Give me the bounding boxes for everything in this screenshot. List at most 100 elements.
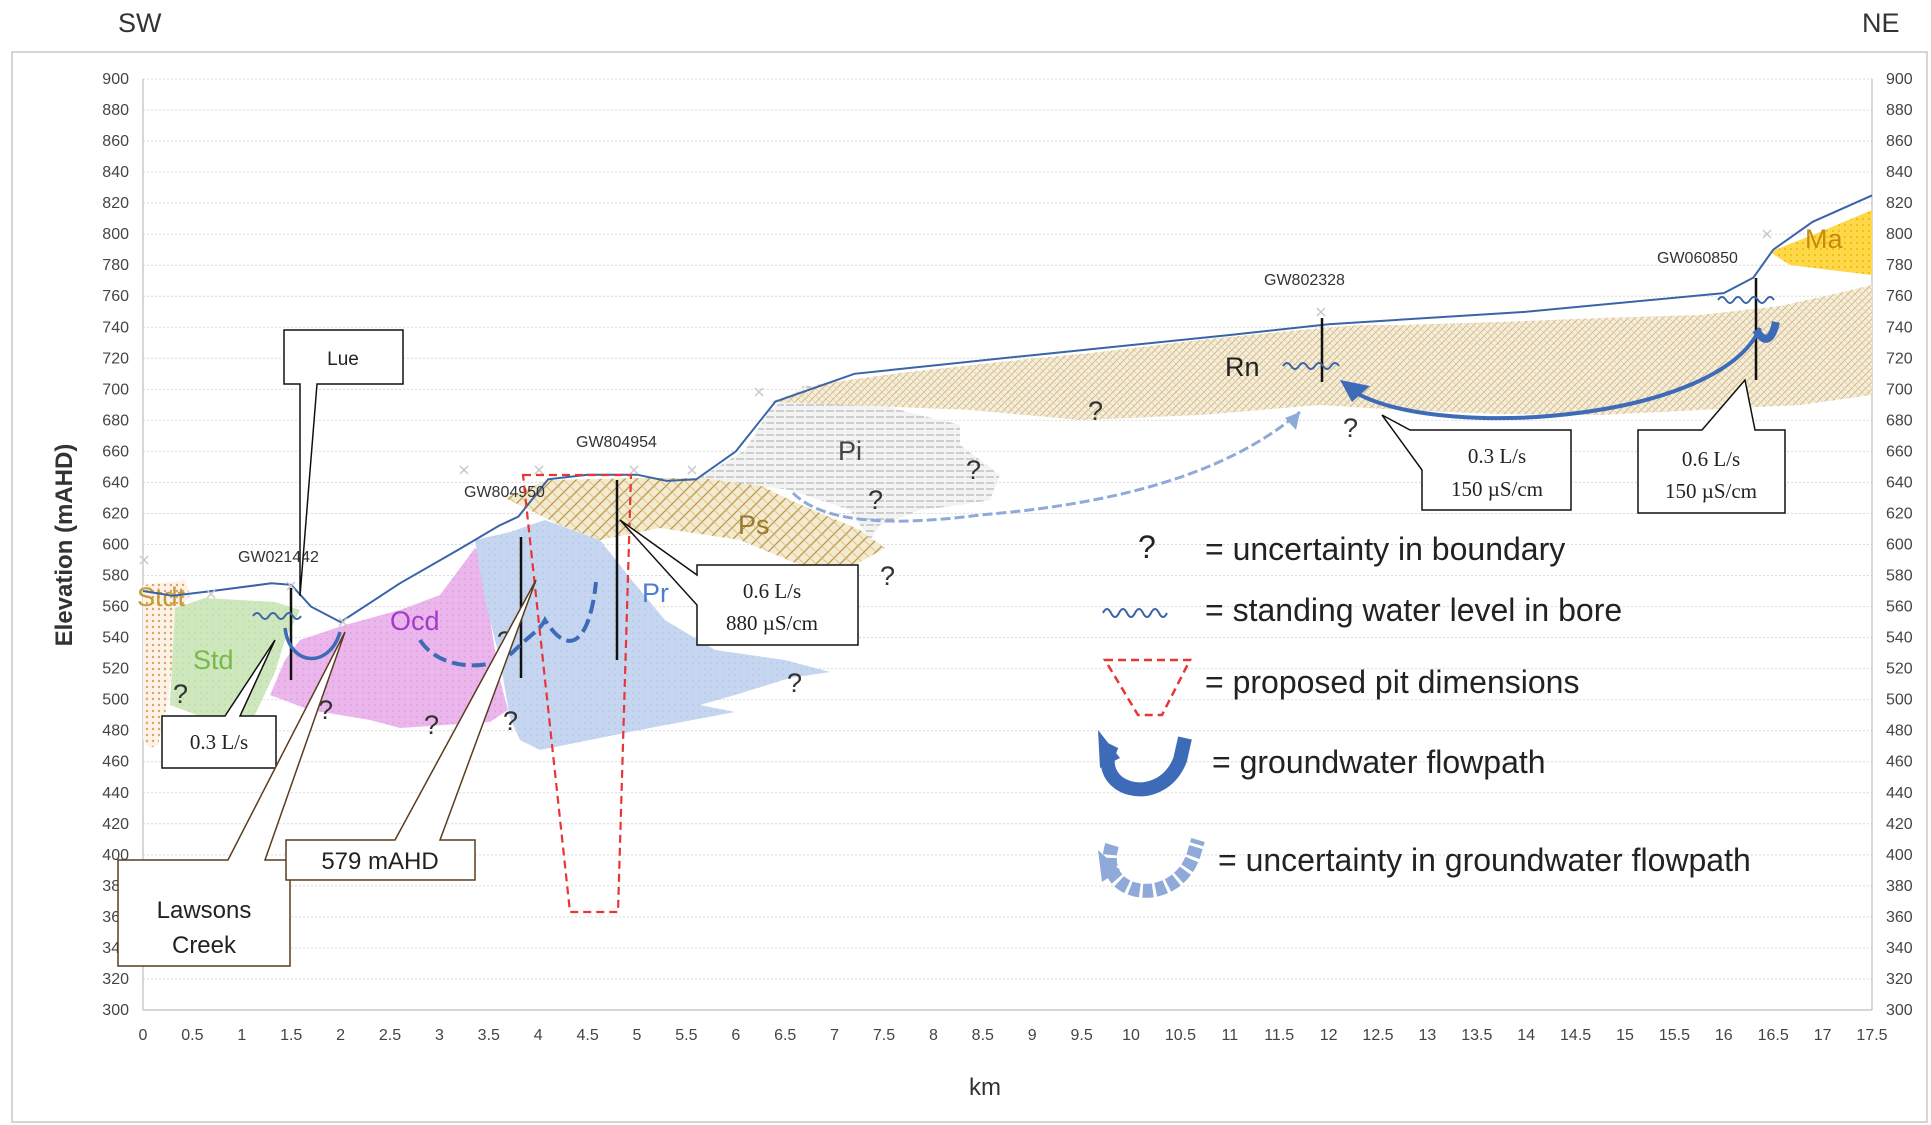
callout-q-gw804954-line1: 0.6 L/s — [743, 579, 801, 603]
y-tick-label-right: 520 — [1886, 661, 1913, 678]
x-tick-label: 7 — [830, 1027, 839, 1044]
y-tick-label-right: 680 — [1886, 412, 1913, 429]
x-tick-label: 13 — [1419, 1027, 1437, 1044]
y-tick-label-right: 480 — [1886, 723, 1913, 740]
bore-label-gw060850: GW060850 — [1657, 250, 1738, 267]
flowpath-lawsons — [283, 627, 342, 661]
legend-flow-arrowhead — [1098, 730, 1120, 768]
x-tick-label: 5 — [633, 1027, 642, 1044]
callout-q-gw802328-box — [1381, 414, 1572, 511]
y-tick-label-left: 640 — [102, 474, 129, 491]
y-tick-label-right: 740 — [1886, 319, 1913, 336]
callout-lawsons-creek-line2: Creek — [172, 932, 237, 959]
unit-ma-area — [1770, 210, 1872, 275]
x-tick-label: 9 — [1028, 1027, 1037, 1044]
y-tick-label-right: 900 — [1886, 71, 1913, 88]
x-tick-label: 6 — [731, 1027, 740, 1044]
unit-label-stdt: Stdt — [137, 582, 186, 612]
y-tick-label-right: 360 — [1886, 909, 1913, 926]
flowpath-rn-arrowhead — [1340, 380, 1370, 402]
unit-label-ma: Ma — [1805, 224, 1843, 254]
x-tick-label: 17.5 — [1856, 1027, 1887, 1044]
y-tick-label-right: 760 — [1886, 288, 1913, 305]
y-tick-label-right: 400 — [1886, 847, 1913, 864]
x-tick-label: 1 — [237, 1027, 246, 1044]
x-tick-label: 15 — [1616, 1027, 1634, 1044]
y-tick-label-left: 580 — [102, 568, 129, 585]
y-tick-label-left: 300 — [102, 1002, 129, 1019]
y-tick-label-left: 660 — [102, 443, 129, 460]
y-axis-left-tick-labels: 3003203403603804004204404604805005205405… — [102, 71, 129, 1019]
x-tick-label: 10.5 — [1165, 1027, 1196, 1044]
question-mark: ? — [1343, 413, 1358, 443]
y-tick-label-left: 700 — [102, 381, 129, 398]
y-tick-label-right: 860 — [1886, 133, 1913, 150]
unit-stdt-area — [143, 580, 190, 748]
x-tick-label: 0 — [139, 1027, 148, 1044]
x-tick-label: 8 — [929, 1027, 938, 1044]
y-tick-label-left: 500 — [102, 692, 129, 709]
direction-label-ne: NE — [1862, 8, 1900, 38]
x-tick-label: 4 — [534, 1027, 543, 1044]
x-tick-label: 17 — [1814, 1027, 1832, 1044]
bore-label-gw804950: GW804950 — [464, 484, 545, 501]
y-tick-label-right: 500 — [1886, 692, 1913, 709]
legend-flow-label: = groundwater flowpath — [1212, 744, 1546, 780]
unit-label-rn: Rn — [1225, 352, 1260, 382]
surface-point-markers — [139, 229, 1772, 627]
unit-pr-area — [475, 520, 830, 750]
unit-label-pr: Pr — [642, 578, 669, 608]
callout-q-gw802328-line1: 0.3 L/s — [1468, 444, 1526, 468]
y-tick-label-left: 780 — [102, 257, 129, 274]
legend-pit-symbol — [1102, 658, 1193, 717]
y-tick-label-right: 300 — [1886, 1002, 1913, 1019]
y-tick-label-right: 700 — [1886, 381, 1913, 398]
x-tick-label: 12 — [1320, 1027, 1338, 1044]
y-tick-label-right: 880 — [1886, 102, 1913, 119]
y-tick-label-left: 860 — [102, 133, 129, 150]
legend-pit-label: = proposed pit dimensions — [1205, 664, 1579, 700]
x-tick-label: 14 — [1517, 1027, 1535, 1044]
y-tick-label-right: 440 — [1886, 785, 1913, 802]
callout-lue-box — [283, 329, 404, 597]
legend: ? = uncertainty in boundary = standing w… — [1098, 529, 1751, 898]
y-tick-label-left: 540 — [102, 630, 129, 647]
callout-579-box — [285, 579, 537, 881]
unit-label-std: Std — [193, 645, 234, 675]
flowpath-rn — [1346, 327, 1762, 420]
question-mark: ? — [318, 695, 333, 725]
y-tick-label-left: 620 — [102, 505, 129, 522]
x-tick-label: 4.5 — [576, 1027, 598, 1044]
y-tick-label-left: 800 — [102, 226, 129, 243]
question-mark: ? — [503, 706, 518, 736]
question-mark: ? — [424, 710, 439, 740]
callout-lawsons-creek-line1: Lawsons — [157, 897, 252, 924]
y-tick-label-right: 320 — [1886, 971, 1913, 988]
x-tick-label: 10 — [1122, 1027, 1140, 1044]
callout-q-gw021442-text: 0.3 L/s — [190, 730, 248, 754]
y-tick-label-right: 340 — [1886, 940, 1913, 957]
flowpath-ma — [1752, 321, 1780, 343]
question-mark: ? — [880, 561, 895, 591]
y-tick-label-right: 660 — [1886, 443, 1913, 460]
bore-label-gw802328: GW802328 — [1264, 272, 1345, 289]
callout-lawsons-creek-box — [117, 631, 346, 967]
y-tick-label-left: 560 — [102, 599, 129, 616]
figure-frame — [11, 51, 1928, 1123]
direction-label-sw: SW — [118, 8, 162, 38]
y-tick-label-left: 720 — [102, 350, 129, 367]
y-tick-label-right: 800 — [1886, 226, 1913, 243]
callout-579-text: 579 mAHD — [321, 848, 438, 875]
callout-q-gw804954-line2: 880 µS/cm — [726, 611, 818, 635]
unit-ocd-area — [270, 548, 508, 728]
y-tick-label-left: 420 — [102, 816, 129, 833]
x-tick-label: 15.5 — [1659, 1027, 1690, 1044]
y-tick-label-left: 820 — [102, 195, 129, 212]
flowpath-uncertain-ocd-pr — [418, 581, 598, 668]
callout-q-gw804954-box — [619, 519, 859, 646]
x-tick-label: 2.5 — [379, 1027, 401, 1044]
y-axis-right-tick-labels: 300 320 340 360 380 400 420 440 460 480 500 520 540 5… — [1886, 71, 1913, 1019]
y-tick-label-right: 640 — [1886, 474, 1913, 491]
y-tick-label-left: 760 — [102, 288, 129, 305]
callout-q-gw060850-line1: 0.6 L/s — [1682, 447, 1740, 471]
